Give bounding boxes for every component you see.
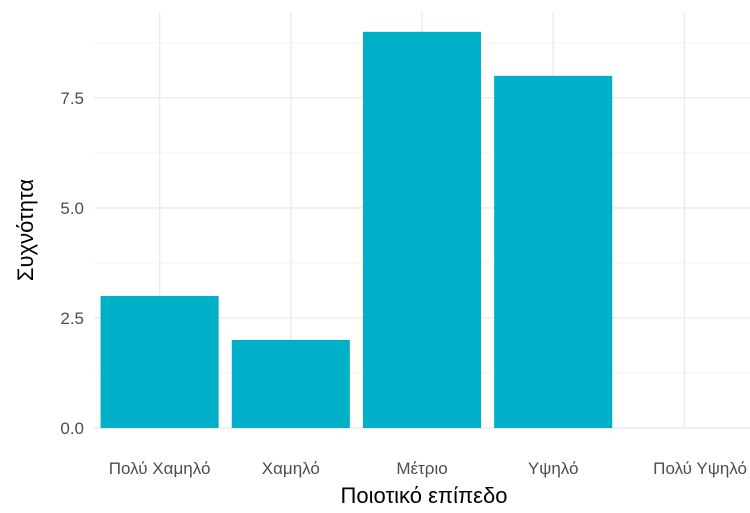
y-tick-label: 2.5 — [60, 309, 84, 328]
y-axis-title: Συχνότητα — [13, 179, 38, 281]
x-tick-label: Πολύ Χαμηλό — [109, 459, 211, 478]
x-tick-labels: Πολύ Χαμηλό Χαμηλό Μέτριο Υψηλό Πολύ Υψηλό — [109, 459, 747, 478]
y-tick-label: 0.0 — [60, 419, 84, 438]
bar — [362, 31, 482, 429]
x-tick-label: Πολύ Υψηλό — [653, 459, 747, 478]
x-axis-title: Ποιοτικό επίπεδο — [341, 483, 508, 508]
x-tick-label: Υψηλό — [528, 459, 579, 478]
y-tick-label: 7.5 — [60, 89, 84, 108]
bar — [100, 295, 219, 428]
y-tick-label: 5.0 — [60, 199, 84, 218]
bar — [231, 339, 350, 428]
bars — [100, 31, 613, 429]
y-tick-labels: 0.0 2.5 5.0 7.5 — [60, 89, 84, 438]
x-tick-label: Χαμηλό — [262, 459, 320, 478]
x-tick-label: Μέτριο — [396, 459, 447, 478]
bar — [494, 75, 613, 428]
